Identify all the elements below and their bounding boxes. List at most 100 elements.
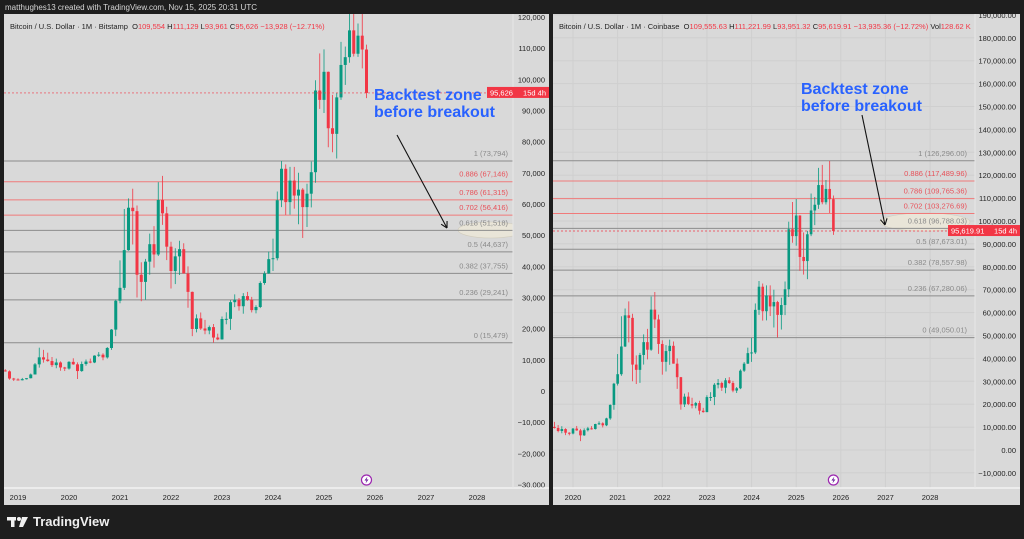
y-tick-label: 170,000.00 — [978, 57, 1016, 66]
chart-caption: matthughes13 created with TradingView.co… — [5, 3, 257, 12]
y-tick-label: 0.00 — [1001, 446, 1016, 455]
candle — [29, 373, 33, 379]
candle — [794, 199, 798, 246]
candle-body — [553, 426, 556, 429]
candle-body — [724, 380, 727, 388]
y-tick-label: 110,000 — [518, 44, 545, 53]
candle-body — [649, 309, 653, 350]
y-tick-label: 60,000 — [522, 200, 545, 209]
candle — [638, 352, 642, 383]
y-tick-label: 90,000.00 — [983, 240, 1016, 249]
candle-body — [237, 299, 241, 307]
candle-body — [8, 371, 11, 379]
candle-body — [780, 305, 783, 315]
candle-body — [571, 428, 575, 434]
candle — [601, 422, 605, 428]
candle-body — [80, 364, 84, 372]
candle — [199, 312, 203, 330]
candle — [54, 358, 58, 369]
candle-body — [731, 383, 735, 391]
candle — [220, 316, 224, 340]
x-tick-label: 2023 — [699, 493, 716, 502]
candle — [653, 291, 657, 328]
candle-body — [813, 204, 817, 211]
candle-body — [832, 199, 835, 232]
candle — [254, 305, 258, 314]
tradingview-logo-icon — [7, 516, 28, 527]
candle — [59, 361, 62, 371]
candle-body — [16, 379, 20, 381]
candle — [216, 333, 220, 341]
candle — [275, 191, 279, 261]
candle — [305, 183, 309, 228]
candle-body — [575, 428, 579, 431]
candle — [110, 328, 113, 350]
y-tick-label: 80,000 — [522, 138, 545, 147]
candle-body — [169, 246, 173, 271]
fib-level-label: 0.236 (29,241) — [459, 288, 508, 297]
candle-body — [694, 403, 698, 406]
candle — [582, 428, 586, 436]
candle — [560, 426, 564, 434]
candle — [631, 313, 634, 382]
candle — [165, 206, 169, 261]
candle-body — [233, 299, 237, 303]
candle-body — [199, 318, 203, 329]
candle — [67, 361, 71, 370]
candle — [76, 362, 79, 379]
candle — [735, 387, 738, 393]
candle-body — [250, 299, 254, 311]
candle-body — [705, 397, 709, 413]
arrow-head — [440, 223, 448, 229]
candle — [623, 308, 627, 347]
candle-body — [727, 380, 731, 384]
candle-body — [339, 64, 343, 98]
chart-canvas-bitstamp[interactable]: 1 (73,794) 0.886 (67,146) 0.786 (61,315) 0.… — [4, 14, 549, 505]
candle — [331, 94, 334, 153]
candle-body — [750, 352, 753, 354]
candle-body — [776, 302, 779, 315]
fib-level-label: 0.618 (51,518) — [459, 218, 508, 227]
chart-panel-bitstamp[interactable]: 1 (73,794) 0.886 (67,146) 0.786 (61,315) 0.… — [4, 14, 549, 505]
chart-panel-coinbase[interactable]: 1 (126,296.00) 0.886 (117,489.96) 0.786 (1… — [553, 14, 1020, 505]
candle — [675, 358, 679, 389]
candle-body — [791, 229, 794, 237]
y-tick-label: 40,000 — [522, 262, 545, 271]
annotation-arrow — [861, 114, 886, 226]
lightning-glyph — [364, 476, 369, 484]
candle-body — [616, 374, 619, 384]
candle-body — [46, 359, 50, 362]
candle-body — [182, 249, 186, 274]
candle — [271, 238, 275, 271]
tradingview-logo[interactable]: TradingView — [7, 514, 109, 529]
candle — [4, 369, 7, 372]
candle-body — [594, 424, 597, 430]
symbol-title: Bitcoin / U.S. Dollar · 1M · Bitstamp — [10, 22, 128, 31]
candle — [195, 314, 198, 333]
candle — [750, 338, 753, 362]
chart-canvas-coinbase[interactable]: 1 (126,296.00) 0.886 (117,489.96) 0.786 (1… — [553, 14, 1020, 505]
open-value: 109,554 — [137, 22, 166, 31]
candle-body — [229, 302, 232, 319]
candle-body — [690, 404, 694, 406]
candle — [33, 362, 37, 375]
candle-body — [139, 274, 143, 282]
candle-body — [216, 337, 220, 340]
candle — [280, 160, 283, 208]
candle — [258, 281, 262, 309]
annotation-text[interactable]: Backtest zone before breakout — [374, 87, 495, 121]
candle — [80, 361, 84, 372]
candle-body — [679, 377, 683, 405]
candle-body — [802, 256, 805, 262]
change-value: −13,935.36 (−12.72%) — [853, 22, 929, 31]
x-tick-label: 2020 — [565, 493, 582, 502]
candle — [135, 205, 139, 298]
candle — [365, 44, 368, 99]
x-tick-label: 2026 — [367, 493, 384, 502]
candle-body — [675, 363, 679, 378]
annotation-text[interactable]: Backtest zone before breakout — [801, 81, 922, 115]
x-tick-label: 2028 — [469, 493, 486, 502]
candle-body — [33, 364, 37, 375]
candle — [267, 251, 271, 274]
arrow-head — [880, 219, 886, 226]
